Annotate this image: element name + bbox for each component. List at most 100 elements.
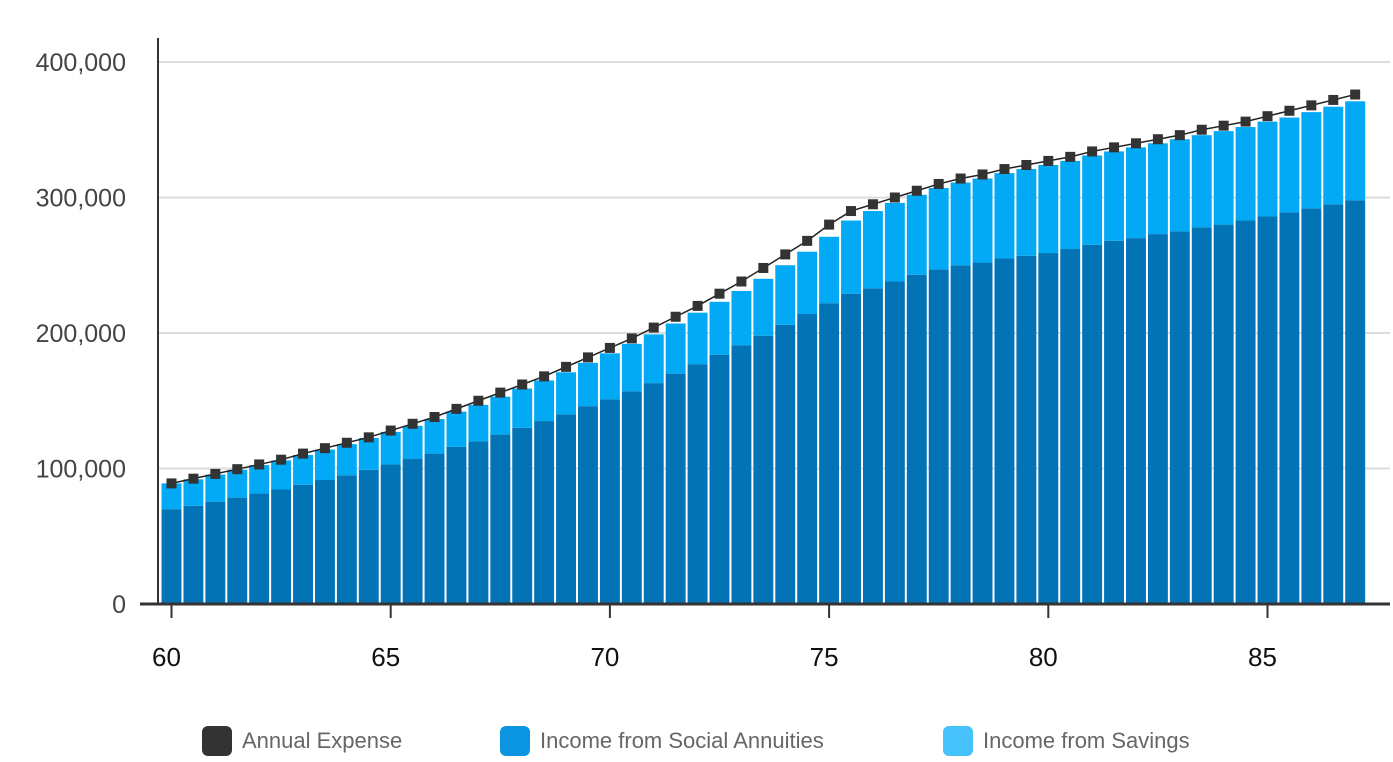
expense-point[interactable] — [889, 192, 900, 203]
bar-savings[interactable] — [1191, 135, 1212, 228]
bar-social-annuities[interactable] — [534, 421, 555, 604]
expense-point[interactable] — [911, 185, 922, 196]
bar-social-annuities[interactable] — [797, 314, 818, 604]
bar-savings[interactable] — [1038, 164, 1059, 254]
bar-social-annuities[interactable] — [665, 373, 686, 604]
expense-point[interactable] — [276, 454, 287, 465]
bar-savings[interactable] — [336, 444, 357, 476]
bar-savings[interactable] — [468, 404, 489, 442]
bar-savings[interactable] — [534, 380, 555, 422]
bar-savings[interactable] — [1345, 101, 1366, 201]
bar-social-annuities[interactable] — [841, 293, 861, 604]
expense-point[interactable] — [1328, 94, 1339, 105]
bar-savings[interactable] — [402, 425, 423, 460]
bar-savings[interactable] — [227, 469, 248, 498]
bar-social-annuities[interactable] — [1082, 244, 1103, 605]
bar-social-annuities[interactable] — [928, 269, 949, 604]
bar-social-annuities[interactable] — [862, 288, 883, 604]
expense-point[interactable] — [517, 379, 528, 390]
bar-social-annuities[interactable] — [336, 475, 357, 604]
legend-item-savings[interactable]: Income from Savings — [943, 722, 1190, 760]
bar-savings[interactable] — [906, 194, 927, 275]
bar-social-annuities[interactable] — [512, 427, 533, 604]
legend-item-social-annuities[interactable]: Income from Social Annuities — [500, 722, 824, 760]
bar-social-annuities[interactable] — [1235, 220, 1256, 604]
bar-social-annuities[interactable] — [1126, 238, 1146, 604]
bar-savings[interactable] — [819, 236, 840, 304]
bar-social-annuities[interactable] — [1038, 253, 1059, 604]
bar-social-annuities[interactable] — [643, 383, 664, 604]
expense-point[interactable] — [429, 412, 440, 423]
bar-savings[interactable] — [972, 178, 993, 263]
expense-point[interactable] — [736, 276, 747, 287]
bar-savings[interactable] — [161, 483, 182, 510]
bar-social-annuities[interactable] — [1147, 234, 1168, 604]
expense-point[interactable] — [298, 448, 309, 459]
expense-point[interactable] — [341, 437, 352, 448]
bar-savings[interactable] — [884, 202, 905, 282]
expense-point[interactable] — [999, 164, 1010, 175]
bar-savings[interactable] — [1082, 155, 1103, 245]
bar-social-annuities[interactable] — [1191, 227, 1212, 604]
expense-point[interactable] — [714, 288, 725, 299]
bar-savings[interactable] — [183, 479, 204, 506]
expense-point[interactable] — [582, 352, 593, 363]
bar-savings[interactable] — [687, 312, 708, 365]
expense-point[interactable] — [670, 311, 681, 322]
bar-savings[interactable] — [599, 353, 620, 400]
bar-social-annuities[interactable] — [380, 464, 401, 604]
expense-point[interactable] — [1174, 130, 1185, 141]
bar-social-annuities[interactable] — [1016, 255, 1037, 604]
bar-social-annuities[interactable] — [314, 480, 335, 604]
bar-social-annuities[interactable] — [1279, 212, 1300, 604]
expense-point[interactable] — [188, 473, 199, 484]
expense-point[interactable] — [1262, 111, 1273, 122]
bar-savings[interactable] — [293, 454, 313, 485]
bar-savings[interactable] — [797, 251, 818, 315]
bar-savings[interactable] — [271, 460, 292, 490]
expense-point[interactable] — [539, 371, 550, 382]
expense-point[interactable] — [780, 249, 791, 260]
expense-point[interactable] — [1109, 142, 1120, 153]
expense-point[interactable] — [473, 395, 484, 406]
bar-savings[interactable] — [358, 438, 379, 470]
bar-social-annuities[interactable] — [358, 469, 379, 604]
bar-savings[interactable] — [841, 220, 861, 294]
expense-point[interactable] — [210, 468, 221, 479]
expense-point[interactable] — [232, 464, 243, 475]
expense-point[interactable] — [1043, 155, 1054, 166]
bar-social-annuities[interactable] — [884, 281, 905, 604]
bar-savings[interactable] — [1169, 139, 1190, 232]
expense-point[interactable] — [407, 418, 418, 429]
expense-point[interactable] — [254, 459, 265, 470]
expense-point[interactable] — [758, 262, 769, 273]
bar-savings[interactable] — [665, 323, 686, 374]
bar-savings[interactable] — [1301, 112, 1322, 209]
bar-savings[interactable] — [205, 474, 226, 502]
bar-savings[interactable] — [643, 334, 664, 384]
bar-savings[interactable] — [1213, 131, 1234, 225]
bar-savings[interactable] — [1235, 127, 1256, 221]
expense-point[interactable] — [1152, 134, 1163, 145]
bar-social-annuities[interactable] — [731, 345, 752, 604]
bar-social-annuities[interactable] — [775, 324, 796, 604]
bar-savings[interactable] — [578, 362, 598, 407]
bar-social-annuities[interactable] — [227, 497, 248, 604]
expense-point[interactable] — [363, 432, 374, 443]
bar-social-annuities[interactable] — [753, 335, 774, 604]
bar-social-annuities[interactable] — [1169, 231, 1190, 604]
bar-social-annuities[interactable] — [687, 364, 708, 604]
bar-savings[interactable] — [512, 388, 533, 428]
bar-social-annuities[interactable] — [1213, 224, 1234, 604]
bar-social-annuities[interactable] — [950, 265, 971, 604]
bar-social-annuities[interactable] — [599, 399, 620, 604]
bar-social-annuities[interactable] — [271, 489, 292, 604]
bar-savings[interactable] — [994, 173, 1015, 259]
bar-social-annuities[interactable] — [161, 509, 182, 604]
bar-social-annuities[interactable] — [556, 414, 577, 604]
bar-savings[interactable] — [1104, 151, 1125, 241]
bar-savings[interactable] — [731, 290, 752, 346]
bar-social-annuities[interactable] — [819, 303, 840, 604]
bar-savings[interactable] — [862, 211, 883, 289]
expense-point[interactable] — [1240, 116, 1251, 127]
